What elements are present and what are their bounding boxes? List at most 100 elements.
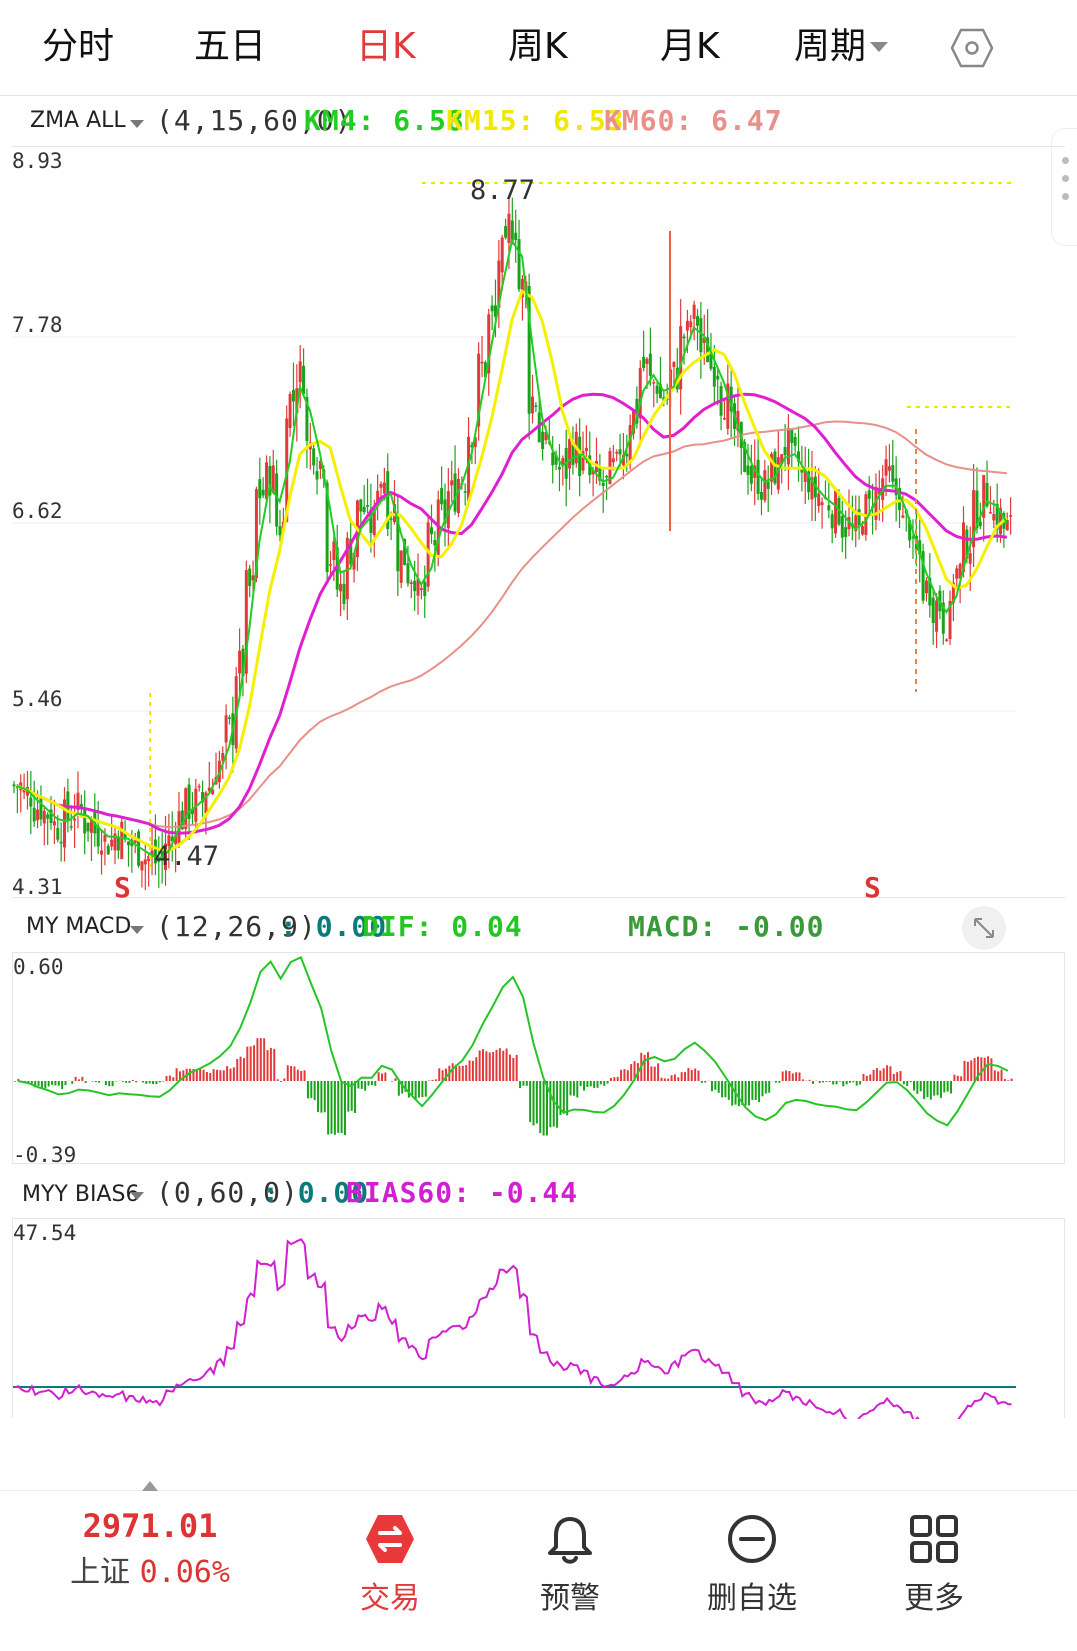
candle-body — [958, 564, 962, 579]
candle-body — [854, 515, 858, 532]
candle-body — [423, 582, 427, 597]
kline-panel[interactable]: 8.93 7.78 6.62 5.46 4.31 8.77 4.47 S S — [12, 146, 1065, 904]
y-label-4: 5.46 — [12, 687, 63, 711]
candle-body — [601, 482, 605, 487]
candle-body — [187, 784, 191, 819]
candle-body — [1009, 515, 1013, 517]
period-dropdown-icon[interactable] — [870, 42, 888, 52]
candle-body — [840, 515, 844, 538]
candle-body — [349, 538, 353, 565]
tab-intraday[interactable]: 分时 — [42, 26, 115, 67]
candle-body — [961, 522, 965, 573]
candle-body — [12, 784, 16, 787]
candle-body — [605, 475, 609, 478]
candle-body — [948, 600, 952, 640]
candle-body — [379, 483, 383, 488]
macd-panel[interactable]: 0.60 -0.39 — [12, 952, 1065, 1167]
index-ticker[interactable]: 2971.01 上证 0.06% — [60, 1491, 240, 1651]
tab-monthly-k[interactable]: 月K — [660, 26, 720, 67]
high-price-label: 8.77 — [470, 175, 536, 206]
bias-panel[interactable]: 47.54 — [12, 1218, 1065, 1419]
candle-body — [534, 405, 538, 408]
candle-body — [834, 490, 838, 534]
trade-button[interactable]: 交易 — [300, 1491, 480, 1651]
main-indicator-dropdown-icon[interactable] — [130, 120, 144, 128]
candle-body — [531, 396, 535, 414]
more-button[interactable]: 更多 — [844, 1491, 1024, 1651]
candle-body — [443, 499, 447, 524]
candle-body — [227, 717, 231, 719]
candle-body — [928, 577, 932, 606]
candle-body — [221, 752, 225, 761]
candle-body — [426, 522, 430, 587]
alert-button[interactable]: 预警 — [480, 1491, 660, 1651]
candle-body — [544, 432, 548, 441]
candle-body — [581, 451, 585, 471]
candle-body — [776, 457, 780, 490]
tab-five-day[interactable]: 五日 — [194, 26, 267, 67]
candle-body — [800, 467, 804, 473]
candle-body — [170, 836, 174, 842]
bias-indicator-name[interactable]: MYY BIAS6 — [22, 1182, 140, 1207]
candle-body — [164, 843, 168, 871]
index-change: 0.06% — [139, 1555, 230, 1590]
candle-body — [453, 473, 457, 512]
candle-body — [382, 482, 386, 494]
macd-dropdown-icon[interactable] — [130, 926, 144, 934]
tab-period[interactable]: 周期 — [794, 26, 867, 67]
candle-body — [517, 239, 521, 290]
candle-body — [921, 551, 925, 601]
candle-body — [238, 650, 242, 674]
candle-body — [140, 861, 144, 871]
candle-body — [722, 418, 726, 420]
candle-body — [955, 568, 959, 579]
candle-body — [436, 499, 440, 558]
candle-body — [632, 409, 636, 434]
macd-indicator-name[interactable]: MY MACD — [26, 914, 132, 939]
candle-body — [133, 840, 137, 843]
candle-body — [113, 833, 117, 851]
candle-body — [716, 375, 720, 380]
settings-hexagon-icon[interactable] — [950, 26, 994, 70]
candle-body — [490, 305, 494, 312]
remove-watchlist-button[interactable]: 删自选 — [662, 1491, 842, 1651]
candle-body — [261, 489, 265, 496]
candle-body — [416, 578, 420, 596]
candle-body — [520, 278, 524, 298]
candle-body — [692, 304, 696, 319]
candle-body — [403, 538, 407, 565]
tab-weekly-k[interactable]: 周K — [508, 26, 568, 67]
candle-body — [652, 382, 656, 384]
candle-body — [951, 582, 955, 603]
candle-body — [807, 471, 811, 493]
bias60-value: BIAS60: -0.44 — [346, 1176, 579, 1209]
candle-body — [116, 836, 120, 851]
candle-body — [500, 237, 504, 273]
candle-body — [389, 518, 393, 520]
candle-body — [497, 260, 501, 308]
bias-value: : 0.00 — [262, 1176, 370, 1209]
candle-body — [648, 353, 652, 376]
main-indicator-name[interactable]: ZMA ALL — [30, 108, 126, 133]
candle-body — [251, 575, 255, 581]
candle-body — [999, 508, 1003, 535]
candle-body — [123, 831, 127, 840]
side-drawer-handle[interactable] — [1051, 128, 1077, 246]
trade-icon — [362, 1511, 418, 1567]
expand-panel-button[interactable] — [962, 906, 1006, 950]
candle-body — [790, 428, 794, 443]
candle-body — [935, 600, 939, 632]
macd-histogram-value: MACD: -0.00 — [628, 910, 825, 943]
candle-body — [898, 488, 902, 511]
tab-daily-k[interactable]: 日K — [356, 26, 416, 67]
candle-body — [931, 597, 935, 623]
candle-body — [598, 466, 602, 481]
macd-chart — [14, 955, 1013, 1136]
bias-dropdown-icon[interactable] — [130, 1192, 144, 1200]
candle-body — [480, 361, 484, 364]
candle-body — [706, 337, 710, 362]
candle-body — [554, 455, 558, 465]
candle-body — [982, 475, 986, 518]
candle-body — [985, 482, 989, 507]
candle-body — [352, 552, 356, 570]
